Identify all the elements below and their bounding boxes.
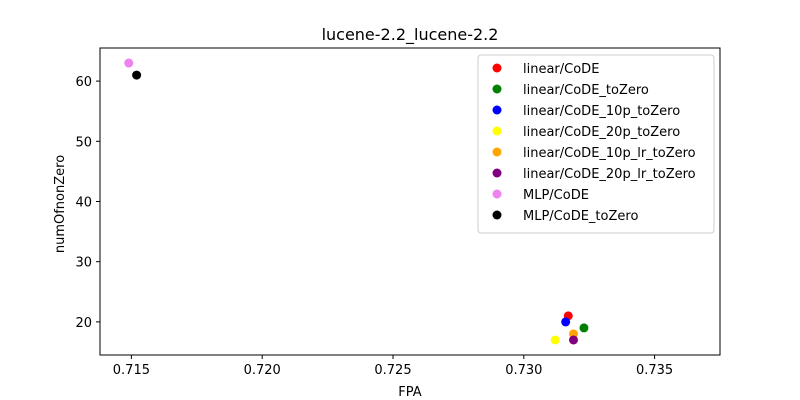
legend-label: linear/CoDE_20p_toZero bbox=[523, 125, 680, 140]
legend-label: MLP/CoDE bbox=[523, 188, 589, 203]
legend-marker bbox=[492, 105, 502, 115]
x-tick-label: 0.715 bbox=[113, 363, 150, 378]
legend-label: linear/CoDE_20p_lr_toZero bbox=[523, 167, 696, 182]
y-tick-label: 40 bbox=[75, 196, 92, 211]
x-axis-label: FPA bbox=[398, 385, 421, 400]
x-tick-label: 0.730 bbox=[505, 363, 542, 378]
legend-marker bbox=[492, 63, 502, 73]
legend-label: MLP/CoDE_toZero bbox=[523, 209, 638, 224]
x-tick-label: 0.720 bbox=[244, 363, 281, 378]
data-point bbox=[550, 335, 560, 345]
legend-marker bbox=[492, 84, 502, 94]
legend-label: linear/CoDE bbox=[523, 62, 599, 77]
y-axis-label: numOfnonZero bbox=[53, 155, 68, 253]
legend-marker bbox=[492, 210, 502, 220]
chart-title: lucene-2.2_lucene-2.2 bbox=[322, 25, 499, 45]
legend-label: linear/CoDE_10p_lr_toZero bbox=[523, 146, 696, 161]
legend-marker bbox=[492, 189, 502, 199]
y-tick-label: 50 bbox=[75, 135, 92, 150]
x-tick-label: 0.725 bbox=[374, 363, 411, 378]
legend: linear/CoDE linear/CoDE_toZero linear/CoDE… bbox=[477, 54, 715, 234]
legend-marker bbox=[492, 126, 502, 136]
data-point bbox=[124, 58, 134, 68]
legend-marker bbox=[492, 147, 502, 157]
data-point bbox=[132, 70, 142, 80]
legend-label: linear/CoDE_10p_toZero bbox=[523, 104, 680, 119]
legend-label: linear/CoDE_toZero bbox=[523, 83, 649, 98]
y-tick-label: 60 bbox=[75, 75, 92, 90]
x-tick-label: 0.735 bbox=[636, 363, 673, 378]
legend-box bbox=[477, 54, 715, 234]
y-tick-label: 30 bbox=[75, 256, 92, 271]
data-point bbox=[569, 335, 579, 345]
data-point bbox=[561, 317, 571, 327]
plot-area: 0.715 0.720 0.725 0.730 0.735 20 30 40 50 60 bbox=[75, 47, 721, 378]
data-point bbox=[579, 323, 589, 333]
legend-marker bbox=[492, 168, 502, 178]
y-tick-label: 20 bbox=[75, 316, 92, 331]
